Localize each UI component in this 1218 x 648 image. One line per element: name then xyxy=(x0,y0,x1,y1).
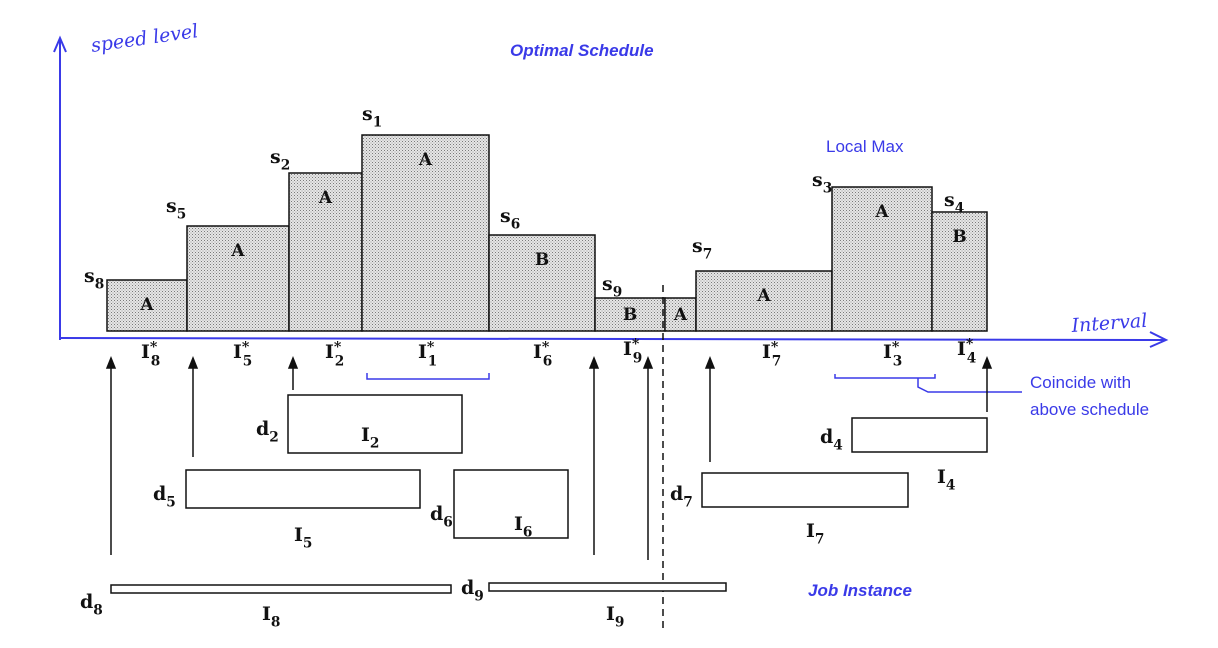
job-instances: d2 I2 d5 I5 d6 I6 d7 I7 d4 I4 d8 I8 d9 I9 xyxy=(80,394,988,631)
deadline-label: d4 xyxy=(820,426,843,454)
speed-block-rect xyxy=(931,211,988,332)
job-letter: A xyxy=(230,241,245,261)
job-instance: d2 I2 xyxy=(256,394,463,454)
coincide-leader xyxy=(917,378,1022,393)
job-interval-rect xyxy=(851,417,988,453)
speed-block-rect xyxy=(488,234,596,332)
speed-block: Bs4 xyxy=(931,189,988,332)
speed-label: s6 xyxy=(500,205,520,233)
speed-label: s4 xyxy=(944,189,964,217)
speed-block: As5 xyxy=(166,195,290,332)
job-instance: d6 I6 xyxy=(430,469,569,541)
y-axis-label: speed level xyxy=(90,20,200,57)
job-interval-rect xyxy=(287,394,463,454)
speed-block-rect xyxy=(361,134,490,332)
job-interval-label: I4 xyxy=(937,466,955,494)
speed-label: s8 xyxy=(84,265,104,293)
speed-block: A xyxy=(664,297,697,332)
x-axis-arrow xyxy=(1149,331,1169,348)
job-interval-rect xyxy=(488,582,727,592)
speed-block: Bs6 xyxy=(488,205,596,332)
job-letter: A xyxy=(318,188,333,208)
coincide-label-line1: Coincide with xyxy=(1030,373,1131,392)
job-instance: d7 I7 xyxy=(670,472,909,548)
interval-label: I* 4 xyxy=(957,336,976,366)
interval-label: I* 8 xyxy=(141,339,160,369)
speed-block-rect xyxy=(106,279,188,332)
job-interval-rect xyxy=(185,469,421,509)
job-interval-rect xyxy=(110,584,452,594)
bracket-interval-1 xyxy=(366,373,490,380)
job-interval-rect xyxy=(701,472,909,508)
job-instance: d4 I4 xyxy=(820,417,988,494)
job-interval-label: I9 xyxy=(606,603,624,631)
x-axis-label: Interval xyxy=(1070,310,1148,337)
interval-label: I* 1 xyxy=(418,339,437,369)
job-instance: d9 I9 xyxy=(461,577,727,631)
deadline-label: d5 xyxy=(153,483,176,511)
job-letter: B xyxy=(535,250,549,270)
speed-block: As2 xyxy=(270,146,363,332)
interval-label: I* 9 xyxy=(623,336,642,366)
job-interval-label: I2 xyxy=(361,424,379,452)
deadline-label: d9 xyxy=(461,577,484,605)
deadline-label: d7 xyxy=(670,483,693,511)
job-interval-label: I6 xyxy=(514,513,532,541)
job-letter: A xyxy=(418,150,433,170)
x-axis xyxy=(59,337,1166,341)
deadline-label: d6 xyxy=(430,503,453,531)
speed-label: s3 xyxy=(812,169,832,197)
job-letter: A xyxy=(673,305,688,325)
job-interval-label: I8 xyxy=(262,603,280,631)
speed-block: Bs9 xyxy=(594,273,666,332)
speed-label: s9 xyxy=(602,273,622,301)
local-max-label: Local Max xyxy=(826,137,904,156)
job-instance: d5 I5 xyxy=(153,469,421,552)
blue-brackets xyxy=(366,373,1022,393)
interval-label: I* 5 xyxy=(233,339,252,369)
job-interval-label: I7 xyxy=(806,520,824,548)
diagram-title: Optimal Schedule xyxy=(510,41,654,60)
deadline-label: d2 xyxy=(256,418,279,446)
speed-label: s2 xyxy=(270,146,290,174)
job-interval-label: I5 xyxy=(294,524,312,552)
job-instance-label: Job Instance xyxy=(808,581,912,600)
job-letter: A xyxy=(756,286,771,306)
speed-label: s1 xyxy=(362,103,382,131)
speed-label: s5 xyxy=(166,195,186,223)
interval-label: I* 3 xyxy=(883,339,902,369)
axes xyxy=(53,35,1169,348)
y-axis-arrow xyxy=(53,35,67,53)
bracket-interval-3 xyxy=(834,374,936,379)
speed-block-rect xyxy=(695,270,833,332)
interval-label: I* 6 xyxy=(533,339,552,369)
job-letter: A xyxy=(139,295,154,315)
speed-block-rect xyxy=(288,172,363,332)
speed-label: s7 xyxy=(692,235,712,263)
job-letter: B xyxy=(623,305,637,325)
speed-block: As8 xyxy=(84,265,188,332)
coincide-label-line2: above schedule xyxy=(1030,400,1149,419)
speed-block: As1 xyxy=(361,103,490,332)
interval-label: I* 2 xyxy=(325,339,344,369)
job-letter: A xyxy=(874,202,889,222)
speed-block: As7 xyxy=(692,235,833,332)
job-interval-rect xyxy=(453,469,569,539)
deadline-arrows xyxy=(105,355,993,560)
deadline-label: d8 xyxy=(80,591,103,619)
interval-labels: I* 8 I* 5 I* 2 I* 1 I* 6 I* 9 I* 7 I* 3 I* 4 xyxy=(141,336,976,369)
interval-label: I* 7 xyxy=(762,339,781,369)
job-letter: B xyxy=(952,227,966,247)
job-instance: d8 I8 xyxy=(80,584,452,631)
speed-block-rect xyxy=(186,225,290,332)
